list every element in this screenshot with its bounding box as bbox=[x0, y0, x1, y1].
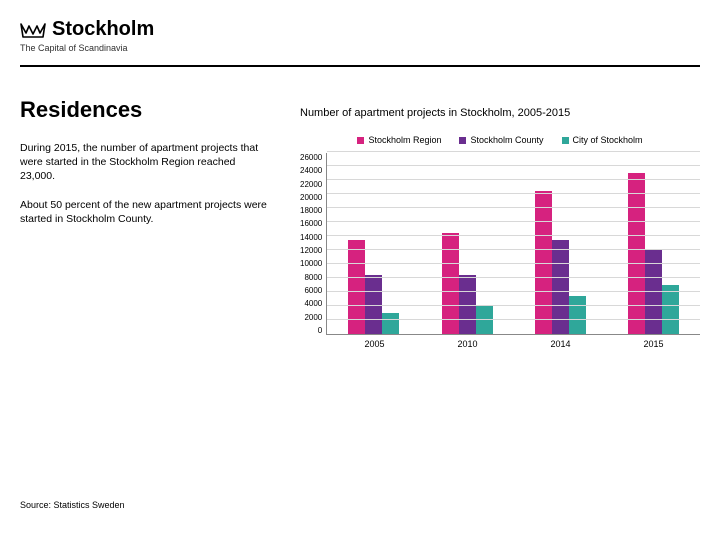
y-tick-label: 4000 bbox=[304, 299, 322, 308]
legend-swatch bbox=[357, 137, 364, 144]
gridline bbox=[327, 249, 700, 250]
gridline bbox=[327, 179, 700, 180]
y-axis: 2600024000220002000018000160001400012000… bbox=[300, 153, 326, 335]
bar bbox=[569, 296, 586, 335]
bar bbox=[628, 173, 645, 334]
x-axis: 2005 2010 2014 2015 bbox=[300, 339, 700, 349]
legend-swatch bbox=[562, 137, 569, 144]
left-column: Residences During 2015, the number of ap… bbox=[20, 97, 270, 349]
legend-item: Stockholm Region bbox=[357, 135, 441, 145]
gridline bbox=[327, 151, 700, 152]
y-tick-label: 22000 bbox=[300, 180, 322, 189]
gridline bbox=[327, 221, 700, 222]
gridline bbox=[327, 193, 700, 194]
gridline bbox=[327, 305, 700, 306]
crown-icon bbox=[20, 21, 46, 39]
legend-label: City of Stockholm bbox=[573, 135, 643, 145]
y-tick-label: 2000 bbox=[304, 313, 322, 322]
y-tick-label: 24000 bbox=[300, 166, 322, 175]
gridline bbox=[327, 235, 700, 236]
bar bbox=[476, 306, 493, 334]
bar bbox=[382, 313, 399, 334]
bar-group bbox=[628, 173, 679, 334]
source-text: Source: Statistics Sweden bbox=[20, 500, 125, 510]
y-tick-label: 18000 bbox=[300, 206, 322, 215]
gridline bbox=[327, 207, 700, 208]
x-tick-label: 2014 bbox=[531, 339, 591, 349]
bar bbox=[662, 285, 679, 334]
legend-label: Stockholm Region bbox=[368, 135, 441, 145]
brand-tagline: The Capital of Scandinavia bbox=[20, 43, 700, 53]
brand-name: Stockholm bbox=[52, 18, 154, 41]
header: Stockholm The Capital of Scandinavia bbox=[0, 0, 720, 59]
chart-legend: Stockholm Region Stockholm County City o… bbox=[300, 135, 700, 145]
content: Residences During 2015, the number of ap… bbox=[0, 67, 720, 349]
chart-column: Number of apartment projects in Stockhol… bbox=[300, 97, 700, 349]
chart-title: Number of apartment projects in Stockhol… bbox=[300, 107, 700, 119]
logo: Stockholm bbox=[20, 18, 700, 41]
gridline bbox=[327, 291, 700, 292]
y-tick-label: 14000 bbox=[300, 233, 322, 242]
y-tick-label: 10000 bbox=[300, 259, 322, 268]
legend-swatch bbox=[459, 137, 466, 144]
chart-area: 2600024000220002000018000160001400012000… bbox=[300, 153, 700, 335]
plot-area bbox=[326, 153, 700, 335]
y-tick-label: 16000 bbox=[300, 219, 322, 228]
page-title: Residences bbox=[20, 97, 270, 123]
legend-item: City of Stockholm bbox=[562, 135, 643, 145]
gridline bbox=[327, 165, 700, 166]
y-tick-label: 0 bbox=[318, 326, 322, 335]
y-tick-label: 12000 bbox=[300, 246, 322, 255]
gridline bbox=[327, 263, 700, 264]
gridline bbox=[327, 277, 700, 278]
paragraph-2: About 50 percent of the new apartment pr… bbox=[20, 198, 270, 226]
x-tick-label: 2010 bbox=[438, 339, 498, 349]
x-tick-label: 2005 bbox=[345, 339, 405, 349]
paragraph-1: During 2015, the number of apartment pro… bbox=[20, 141, 270, 184]
y-tick-label: 26000 bbox=[300, 153, 322, 162]
y-tick-label: 8000 bbox=[304, 273, 322, 282]
legend-item: Stockholm County bbox=[459, 135, 543, 145]
legend-label: Stockholm County bbox=[470, 135, 543, 145]
bar-groups bbox=[327, 153, 700, 334]
x-tick-label: 2015 bbox=[624, 339, 684, 349]
gridline bbox=[327, 319, 700, 320]
y-tick-label: 6000 bbox=[304, 286, 322, 295]
y-tick-label: 20000 bbox=[300, 193, 322, 202]
